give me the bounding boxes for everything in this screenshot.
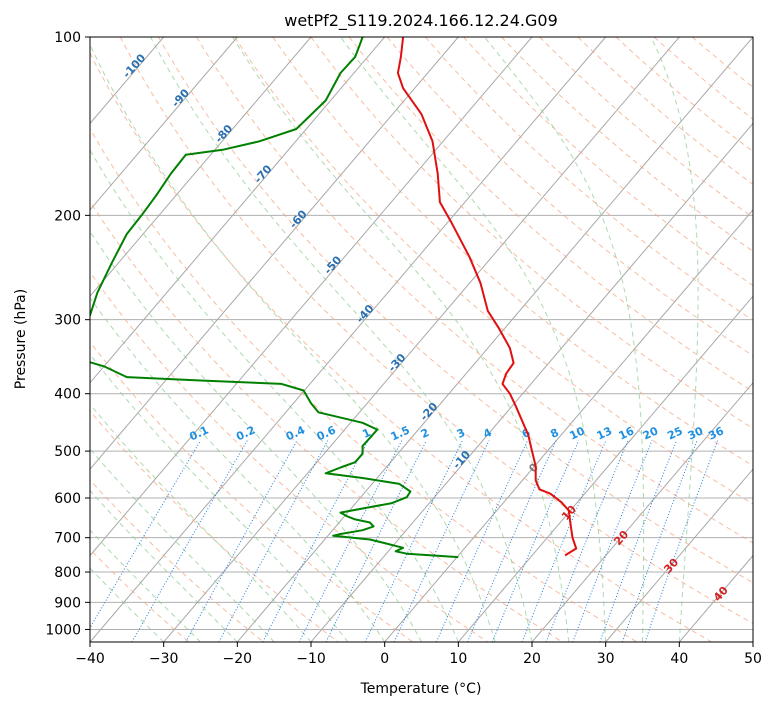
moist-adiabat [150,37,533,642]
x-axis-ticks: −40 −30 −20 −10 0 10 20 30 40 50 [75,642,762,667]
dry-adiabat [425,37,753,321]
mixing-ratio-line [218,440,329,642]
mixing-ratio-line [393,440,490,642]
moist-adiabat [90,353,349,642]
chart-title: wetPf2_S119.2024.166.12.24.G09 [284,11,558,31]
x-tick-label: 30 [597,651,615,667]
mixing-ratio-line [325,440,427,642]
pressure-gridlines [90,37,753,630]
y-tick-label: 500 [54,444,81,460]
dry-adiabat [615,37,753,153]
isotherm-line [236,37,753,642]
mixing-ratio-line [599,440,678,642]
mixing-ratio-line [491,440,580,642]
y-tick-label: 300 [54,313,81,329]
mixing-ratio-line [521,440,607,642]
mixing-ratio-line [364,440,463,642]
moist-adiabat [650,37,699,642]
plot-area: 0.1 0.2 0.4 0.6 1 1.5 2 3 4 6 8 10 13 16 20 25 30 36-100-… [90,37,753,642]
isotherm-line [457,295,753,642]
moist-adiabat [232,37,570,642]
moist-adiabats [90,37,699,642]
mixing-ratio-lines [90,440,719,642]
isotherm-line [90,37,533,557]
y-tick-label: 600 [54,491,81,507]
profile-line [90,37,459,559]
mixing-ratio-line [262,440,369,642]
isotherm-line [90,37,238,211]
dry-adiabat [234,37,753,505]
dry-adiabat [90,51,712,642]
isotherm-line [384,209,753,642]
dry-adiabat [90,127,638,642]
y-tick-label: 900 [54,595,81,611]
dry-adiabat [119,37,753,625]
dry-adiabat [90,200,563,642]
y-tick-label: 400 [54,387,81,403]
dry-adiabat [196,37,753,544]
y-axis-ticks: 100 200 300 400 500 600 700 800 900 1000 [45,30,90,638]
moist-adiabat [340,37,607,642]
isotherm-line [531,381,753,642]
y-tick-label: 1000 [45,622,81,638]
mixing-ratio-label: 10 [567,424,587,442]
mixing-ratio-label: 30 [686,424,706,442]
dry-adiabat [90,271,488,642]
isotherm-line [90,37,607,642]
y-tick-label: 700 [54,531,81,547]
moist-adiabat [90,149,459,642]
mixing-ratio-line [572,440,653,642]
moist-adiabat [90,448,275,642]
mixing-ratio-line [298,440,403,642]
isotherm-line [90,37,312,298]
mixing-ratio-line [185,440,298,642]
moist-adiabat [90,403,312,642]
moist-adiabat [484,37,645,642]
dry-adiabat [272,37,753,467]
x-tick-label: 40 [670,651,688,667]
x-tick-label: 0 [380,651,389,667]
dry-adiabat [157,37,753,584]
mixing-ratio-line [545,440,629,642]
isotherm-line [90,37,386,384]
y-tick-label: 800 [54,565,81,581]
isotherm-line [605,468,753,642]
mixing-ratio-label: 36 [706,424,726,442]
dry-adiabat [90,341,414,642]
y-axis-title: Pressure (hPa) [13,289,29,389]
mixing-ratio-label: 25 [665,424,684,442]
x-tick-label: −20 [223,651,253,667]
isotherms [90,37,753,642]
x-tick-label: −30 [149,651,179,667]
x-tick-label: 10 [449,651,467,667]
moist-adiabat [90,230,422,642]
profile-series [90,37,578,559]
mixing-ratio-label: 13 [595,424,614,442]
isotherm-line [163,37,680,642]
dry-adiabat [386,37,753,357]
dry-adiabats [90,37,753,642]
mixing-ratio-label: 20 [641,424,661,442]
plot-frame [89,36,754,643]
moist-adiabat [90,43,496,642]
x-axis-title: Temperature (°C) [360,681,482,697]
dry-adiabat [501,37,753,252]
dry-adiabat [310,37,753,430]
x-tick-label: 20 [523,651,541,667]
isotherm-line [90,37,459,470]
y-tick-label: 200 [54,208,81,224]
x-tick-label: −10 [296,651,326,667]
mixing-ratio-label: 16 [617,424,637,442]
x-tick-label: −40 [75,651,105,667]
profile-line [396,37,578,557]
y-tick-label: 100 [54,30,81,46]
x-tick-label: 50 [744,651,762,667]
mixing-ratio-line [131,440,248,642]
